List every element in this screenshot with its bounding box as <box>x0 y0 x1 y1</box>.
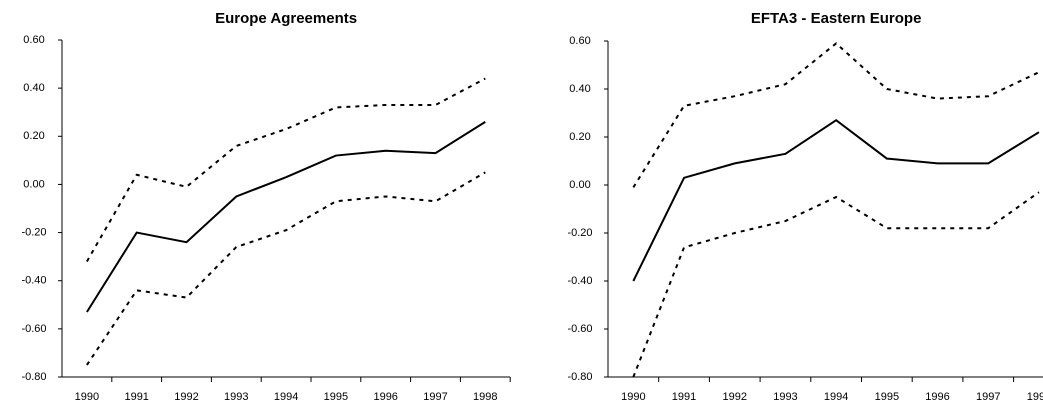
y-tick-label: -0.60 <box>567 323 592 335</box>
x-tick-label: 1997 <box>423 391 447 403</box>
y-tick-label: -0.80 <box>567 371 592 383</box>
x-tick-label: 1991 <box>124 391 148 403</box>
estimate-line <box>86 120 486 313</box>
x-tick-label: 1995 <box>875 391 899 403</box>
y-tick-label: 0.60 <box>569 35 590 47</box>
y-tick-label: -0.60 <box>21 323 46 335</box>
x-tick-label: 1993 <box>224 391 248 403</box>
y-tick-label: -0.20 <box>21 226 46 238</box>
y-tick-label: -0.40 <box>567 275 592 287</box>
y-tick-label: 0.40 <box>569 83 590 95</box>
band-line <box>632 191 1040 378</box>
x-tick-label: 1994 <box>824 391 848 403</box>
x-tick-label: 1991 <box>672 391 696 403</box>
x-tick-label: 1993 <box>773 391 797 403</box>
band-line <box>86 171 486 366</box>
y-tick-label: -0.40 <box>21 275 46 287</box>
band-line <box>632 42 1040 188</box>
y-tick-label: -0.20 <box>567 227 592 239</box>
y-tick-label: 0.40 <box>23 82 44 94</box>
band-line <box>86 77 486 262</box>
x-tick-label: 1998 <box>1027 391 1043 403</box>
x-tick-label: 1995 <box>324 391 348 403</box>
x-tick-label: 1992 <box>723 391 747 403</box>
y-tick-label: 0.20 <box>569 131 590 143</box>
y-tick-label: 0.60 <box>23 34 44 46</box>
chart-title: Europe Agreements <box>215 10 357 27</box>
y-tick-label: 0.00 <box>23 178 44 190</box>
x-tick-label: 1996 <box>925 391 949 403</box>
y-tick-label: -0.80 <box>21 371 46 383</box>
x-tick-label: 1990 <box>621 391 645 403</box>
x-tick-label: 1994 <box>274 391 298 403</box>
y-tick-label: 0.00 <box>569 179 590 191</box>
x-tick-label: 1997 <box>976 391 1000 403</box>
chart-title: EFTA3 - Eastern Europe <box>751 10 922 27</box>
y-tick-label: 0.20 <box>23 130 44 142</box>
x-tick-label: 1998 <box>473 391 497 403</box>
x-tick-label: 1992 <box>174 391 198 403</box>
x-tick-label: 1990 <box>75 391 99 403</box>
x-tick-label: 1996 <box>373 391 397 403</box>
estimate-line <box>632 118 1040 282</box>
